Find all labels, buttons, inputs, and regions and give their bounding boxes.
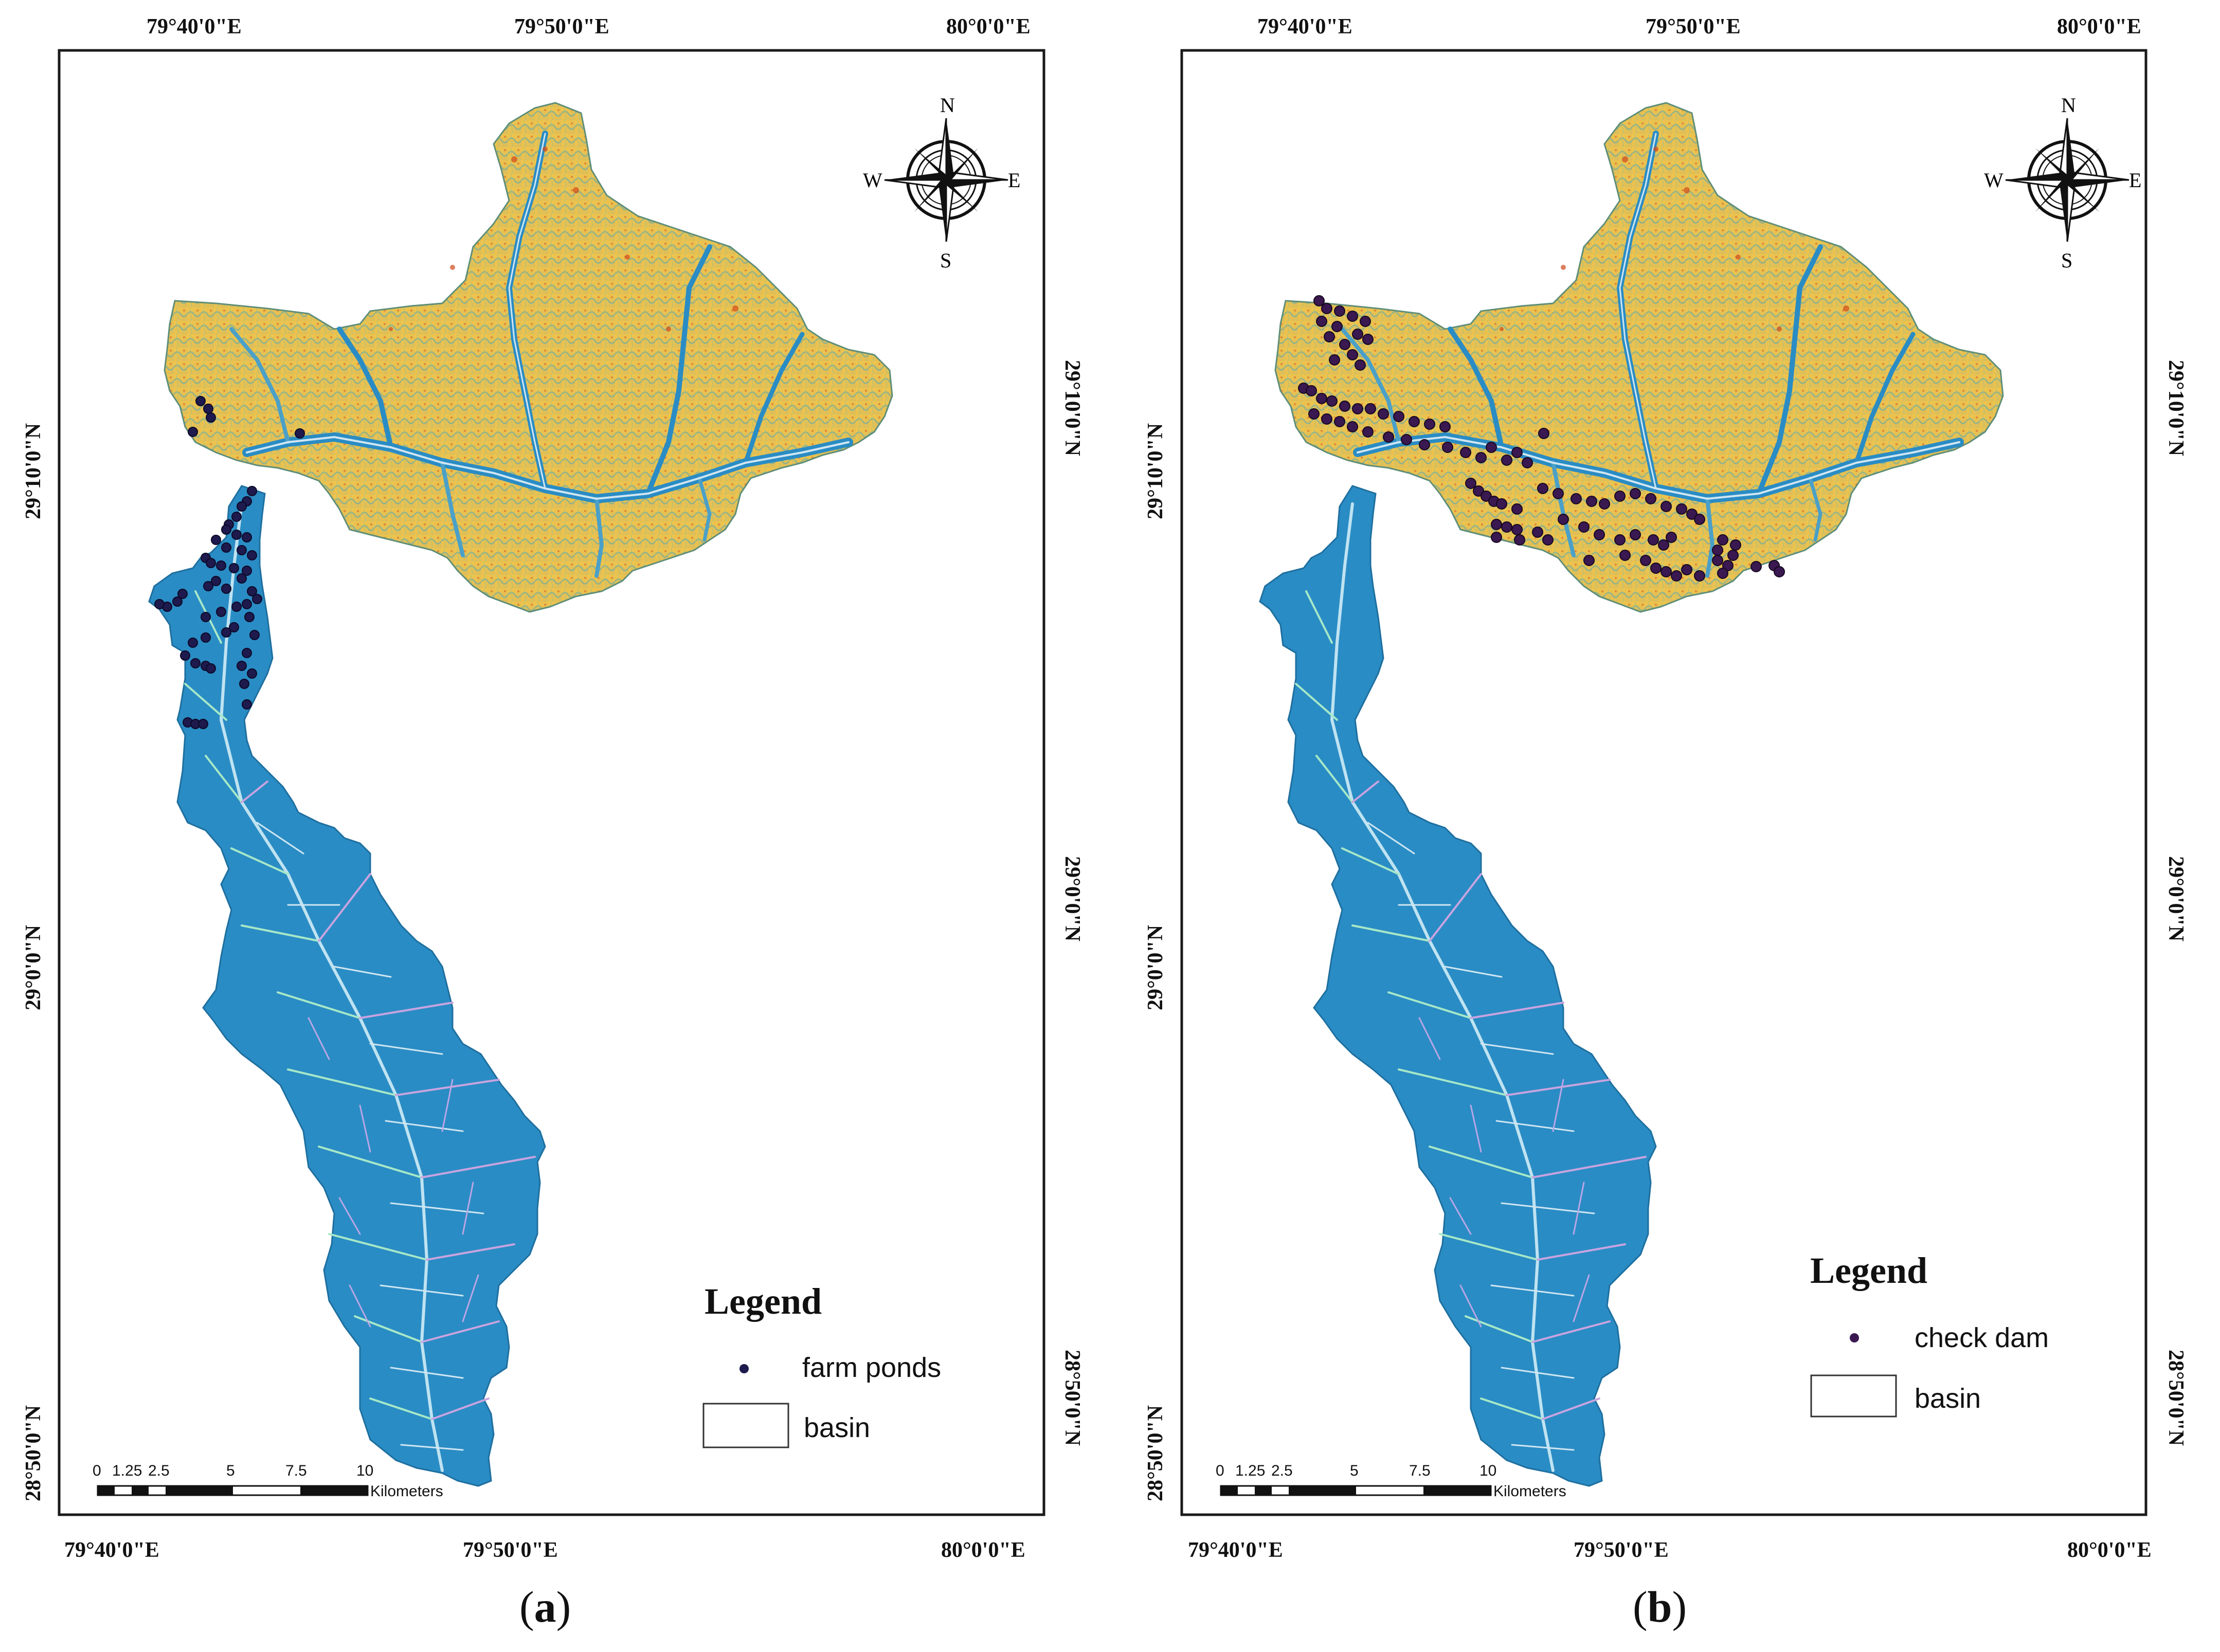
upland-basin [1274, 102, 2004, 613]
north-label: N [2061, 94, 2076, 117]
scale-tick-label: 0 [93, 1462, 101, 1479]
map-panel-b: 79°40'0"E 79°50'0"E 80°0'0"E 79°40'0"E 7… [1111, 0, 2220, 1652]
map-panel-a: 79°40'0"E 79°50'0"E 80°0'0"E 79°40'0"E 7… [22, 15, 1084, 1631]
west-label: W [863, 169, 882, 192]
top-coord-label: 79°40'0"E [1257, 15, 1352, 39]
scale-tick-label: 2.5 [148, 1462, 170, 1479]
legend-basin-label: basin [1915, 1383, 1981, 1414]
scale-tick-label: 10 [1479, 1462, 1496, 1479]
legend-basin-symbol [702, 1403, 789, 1448]
right-coord-label: 29°10'0"N [1060, 360, 1084, 456]
legend: Legend check dam basin [1810, 1250, 2049, 1418]
upland-red-patches [1500, 147, 1849, 332]
right-coord-label: 28°50'0"N [2164, 1350, 2188, 1446]
map-svg-b: 79°40'0"E 79°50'0"E 80°0'0"E 79°40'0"E 7… [1144, 15, 2188, 1562]
north-arrow: N S E W [1984, 94, 2141, 272]
legend-point-symbol [1850, 1333, 1859, 1342]
bottom-coord-label: 80°0'0"E [2067, 1538, 2152, 1562]
south-label: S [940, 249, 951, 272]
upland-valleys [229, 131, 853, 578]
stream-network-lowland [1295, 502, 1647, 1472]
lowland-basin [1259, 485, 1657, 1487]
upland-red-patches [389, 147, 738, 332]
scale-tick-label: 7.5 [285, 1462, 307, 1479]
top-coord-label: 80°0'0"E [946, 15, 1031, 39]
upland-basin [164, 102, 893, 613]
legend-basin-symbol [1810, 1374, 1897, 1418]
right-coord-label: 29°10'0"N [2164, 360, 2188, 456]
check-dam-points [1298, 295, 1785, 582]
left-coord-label: 29°10'0"N [22, 423, 45, 519]
scale-tick-label: 2.5 [1271, 1462, 1293, 1479]
top-coord-label: 79°50'0"E [1646, 15, 1741, 39]
scale-unit-label: Kilometers [370, 1483, 443, 1500]
bottom-coord-label: 80°0'0"E [941, 1538, 1025, 1562]
map-svg-a: 79°40'0"E 79°50'0"E 80°0'0"E 79°40'0"E 7… [22, 15, 1084, 1562]
left-coord-label: 29°0'0"N [1144, 925, 1167, 1010]
top-coord-label: 79°50'0"E [514, 15, 609, 39]
top-coord-label: 80°0'0"E [2057, 15, 2141, 39]
scale-bar: 0 1.25 2.5 5 7.5 10 Kilometers [1216, 1462, 1566, 1500]
right-coord-label: 29°0'0"N [2164, 856, 2188, 941]
scale-unit-label: Kilometers [1493, 1483, 1566, 1500]
scale-tick-label: 7.5 [1409, 1462, 1431, 1479]
south-label: S [2061, 249, 2072, 272]
left-coord-label: 28°50'0"N [22, 1405, 45, 1501]
scale-bar: 0 1.25 2.5 5 7.5 10 Kilometers [93, 1462, 443, 1500]
left-coord-label: 29°0'0"N [22, 925, 45, 1010]
panel-label-a: (a) [519, 1582, 571, 1631]
map-frame [1180, 49, 2147, 1516]
scale-tick-label: 5 [1350, 1462, 1359, 1479]
east-label: E [1008, 169, 1020, 192]
bottom-coord-label: 79°50'0"E [463, 1538, 558, 1562]
upland-valleys [1340, 131, 1964, 578]
farm-pond-points [154, 396, 305, 729]
scale-tick-label: 5 [226, 1462, 235, 1479]
legend-title: Legend [1810, 1250, 1927, 1291]
bottom-coord-label: 79°40'0"E [1188, 1538, 1283, 1562]
scale-tick-label: 10 [356, 1462, 373, 1479]
scale-tick-label: 1.25 [1235, 1462, 1265, 1479]
legend-point-symbol [739, 1364, 749, 1373]
right-coord-label: 29°0'0"N [1060, 856, 1084, 941]
left-coord-label: 28°50'0"N [1144, 1405, 1167, 1501]
bottom-coord-label: 79°40'0"E [64, 1538, 159, 1562]
north-arrow: N S E W [863, 94, 1020, 272]
map-frame [58, 49, 1045, 1516]
panel-label-b: (b) [1633, 1582, 1687, 1631]
legend-basin-label: basin [804, 1412, 870, 1443]
right-coord-label: 28°50'0"N [1060, 1350, 1084, 1446]
scale-tick-label: 0 [1216, 1462, 1224, 1479]
legend-point-label: check dam [1915, 1322, 2049, 1353]
top-coord-label: 79°40'0"E [147, 15, 242, 39]
stream-network-lowland [184, 502, 536, 1472]
legend: Legend farm ponds basin [702, 1281, 941, 1448]
legend-point-label: farm ponds [802, 1352, 941, 1383]
lowland-basin [148, 485, 546, 1487]
west-label: W [1984, 169, 2004, 192]
scale-tick-label: 1.25 [112, 1462, 142, 1479]
north-label: N [940, 94, 955, 117]
east-label: E [2129, 169, 2141, 192]
legend-title: Legend [705, 1281, 822, 1322]
left-coord-label: 29°10'0"N [1144, 423, 1167, 519]
bottom-coord-label: 79°50'0"E [1574, 1538, 1669, 1562]
